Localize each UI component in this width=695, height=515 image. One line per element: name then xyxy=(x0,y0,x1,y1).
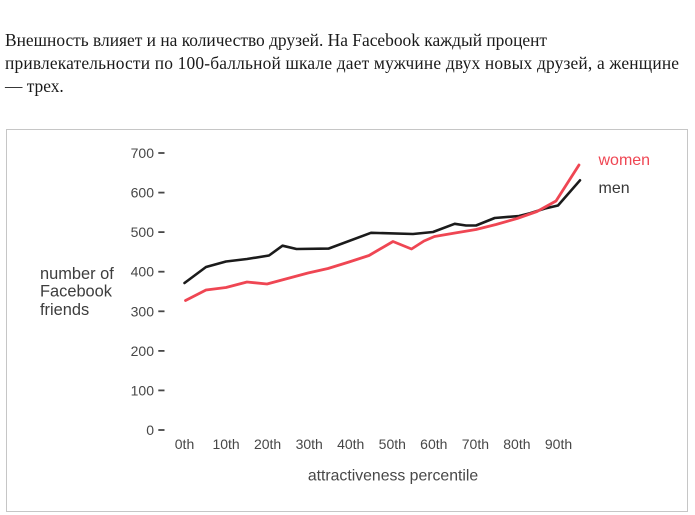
svg-text:men: men xyxy=(599,180,630,197)
svg-text:200: 200 xyxy=(131,343,155,359)
svg-text:number of: number of xyxy=(40,265,114,283)
svg-text:30th: 30th xyxy=(296,436,323,452)
svg-text:300: 300 xyxy=(131,303,155,319)
svg-text:700: 700 xyxy=(131,145,155,161)
svg-text:attractiveness percentile: attractiveness percentile xyxy=(308,468,479,485)
svg-text:100: 100 xyxy=(131,382,155,398)
svg-text:500: 500 xyxy=(131,224,155,240)
svg-text:60th: 60th xyxy=(420,436,447,452)
svg-text:friends: friends xyxy=(40,301,89,319)
svg-text:400: 400 xyxy=(131,264,155,280)
svg-text:80th: 80th xyxy=(503,436,530,452)
svg-text:0: 0 xyxy=(146,422,154,438)
svg-text:20th: 20th xyxy=(254,436,281,452)
svg-text:Facebook: Facebook xyxy=(40,283,113,301)
svg-text:10th: 10th xyxy=(212,436,239,452)
svg-text:50th: 50th xyxy=(379,436,406,452)
svg-text:600: 600 xyxy=(131,185,155,201)
svg-text:40th: 40th xyxy=(337,436,364,452)
svg-text:70th: 70th xyxy=(462,436,489,452)
svg-text:0th: 0th xyxy=(175,436,194,452)
svg-text:women: women xyxy=(598,152,651,169)
svg-text:90th: 90th xyxy=(545,436,572,452)
